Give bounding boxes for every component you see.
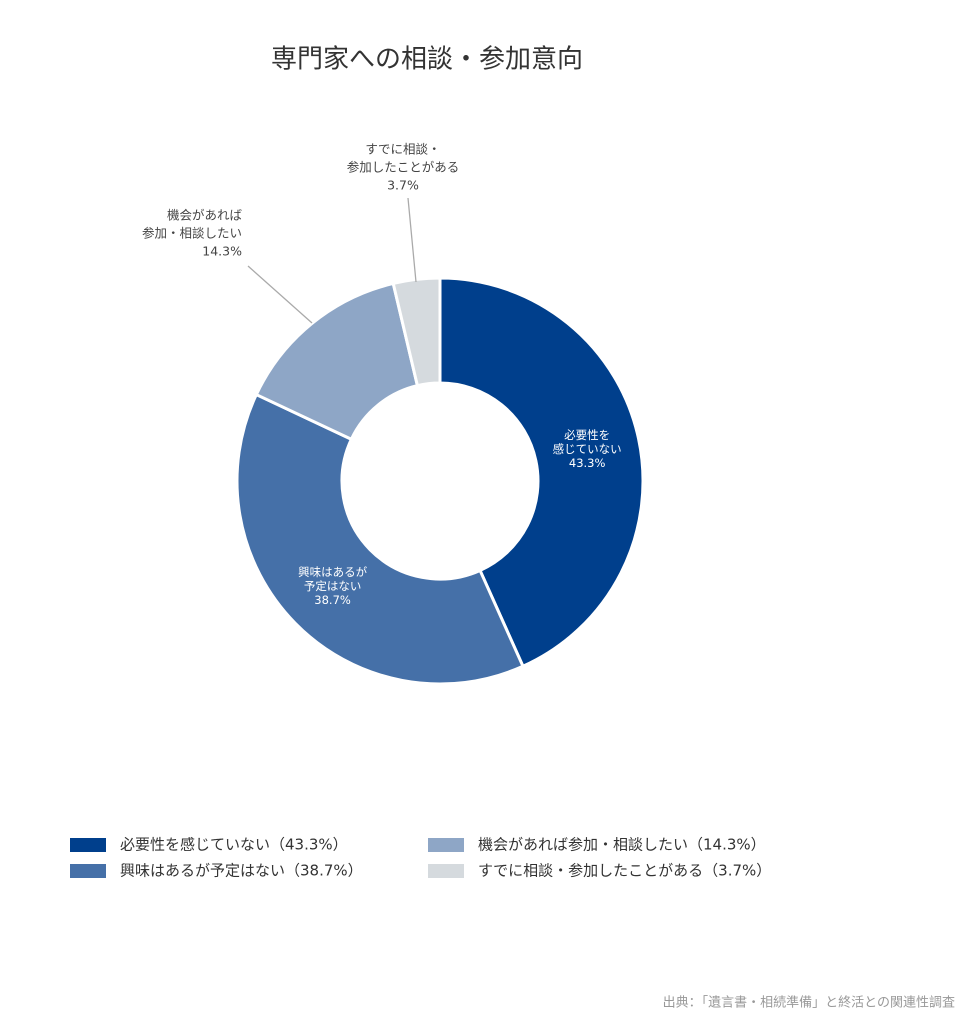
slice-label: 43.3%: [569, 456, 606, 470]
source-note: 出典：「遺言書・相続準備」と終活との関連性調査: [663, 995, 955, 1011]
legend-label: すでに相談・参加したことがある（3.7%）: [478, 862, 771, 880]
slice-label: 必要性を: [564, 428, 610, 442]
donut-slice: [254, 281, 420, 442]
slice-label: 参加したことがある: [347, 160, 460, 175]
slice-label: 感じていない: [553, 442, 622, 456]
slice-label: 機会があれば: [167, 208, 243, 223]
slice-label: 38.7%: [314, 593, 351, 607]
legend-label: 機会があれば参加・相談したい（14.3%）: [478, 836, 766, 854]
slice-label: 参加・相談したい: [142, 226, 242, 241]
leader-line: [407, 197, 417, 283]
slice-label: 興味はあるが: [298, 565, 367, 579]
legend-label: 興味はあるが予定はない（38.7%）: [120, 862, 363, 880]
slice-label: すでに相談・: [365, 142, 440, 157]
legend-swatch: [70, 864, 106, 878]
slice-label: 予定はない: [304, 579, 362, 593]
chart-title: 専門家への相談・参加意向: [271, 45, 583, 75]
legend-swatch: [428, 864, 464, 878]
leader-line: [247, 265, 313, 324]
slice-label: 3.7%: [387, 178, 419, 193]
legend-swatch: [70, 838, 106, 852]
donut-slice: [391, 276, 442, 388]
slice-label: 14.3%: [202, 244, 242, 259]
legend-swatch: [428, 838, 464, 852]
donut-slice: [235, 392, 525, 686]
legend-label: 必要性を感じていない（43.3%）: [120, 836, 348, 854]
donut-slice: [438, 276, 645, 669]
